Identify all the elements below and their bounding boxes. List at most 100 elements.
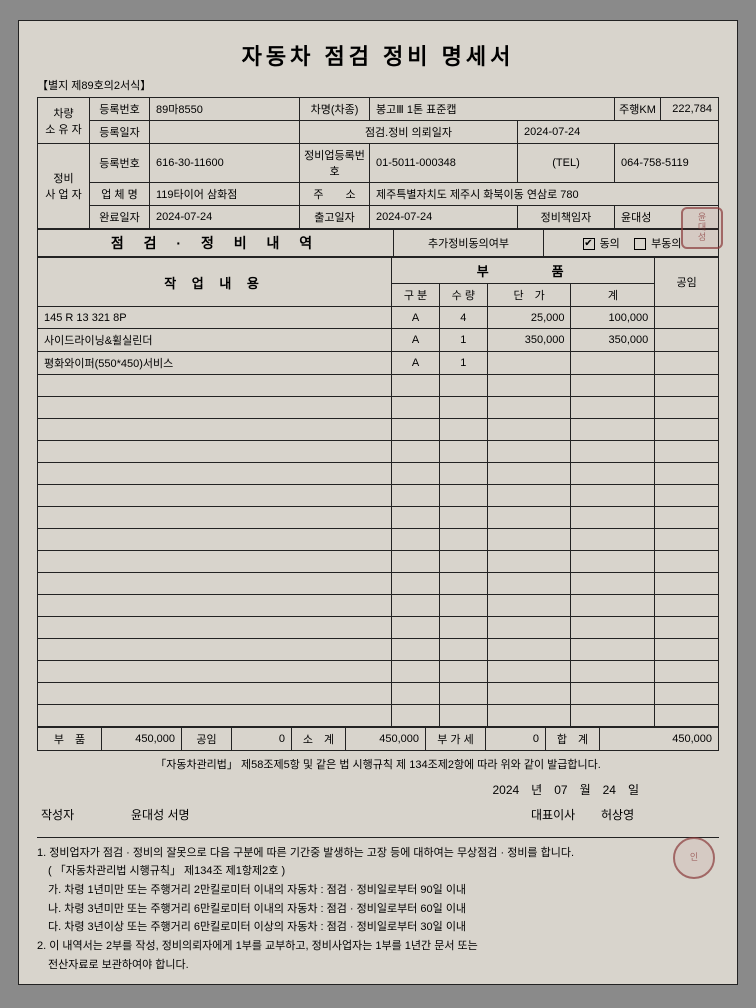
cell-labor (655, 329, 719, 352)
cell-labor (655, 573, 719, 595)
table-row (38, 551, 719, 573)
cell-sum (571, 573, 655, 595)
cell-qty (439, 683, 487, 705)
cell-div (392, 639, 440, 661)
cell-price (487, 683, 571, 705)
table-row (38, 419, 719, 441)
table-row (38, 529, 719, 551)
cell-price (487, 375, 571, 397)
grandtotal-label: 합 계 (546, 728, 600, 751)
cell-price (487, 397, 571, 419)
cell-sum: 100,000 (571, 307, 655, 329)
owner-regno-label: 등록번호 (90, 98, 150, 121)
cell-qty (439, 375, 487, 397)
mileage: 222,784 (661, 98, 719, 121)
cell-sum (571, 551, 655, 573)
cell-div (392, 573, 440, 595)
cell-labor (655, 705, 719, 727)
cell-labor (655, 397, 719, 419)
note-line: 1. 정비업자가 점검 · 정비의 잘못으로 다음 구분에 따른 기간중 발생하… (37, 844, 719, 863)
car-model: 봉고Ⅲ 1톤 표준캡 (370, 98, 615, 121)
req-date: 2024-07-24 (517, 121, 718, 144)
cell-qty: 4 (439, 307, 487, 329)
col-sum: 계 (571, 284, 655, 307)
totals-table: 부 품 450,000 공임 0 소 계 450,000 부 가 세 0 합 계… (37, 727, 719, 751)
table-row (38, 705, 719, 727)
cell-div (392, 661, 440, 683)
cell-labor (655, 307, 719, 329)
law-text: 「자동차관리법」 제58조제5항 및 같은 법 시행규칙 제 134조제2항에 … (37, 751, 719, 781)
cell-qty (439, 507, 487, 529)
cell-div (392, 507, 440, 529)
vat-label: 부 가 세 (426, 728, 486, 751)
cell-work (38, 507, 392, 529)
col-price: 단 가 (487, 284, 571, 307)
cell-qty (439, 639, 487, 661)
cell-work (38, 661, 392, 683)
cell-work: 평화와이퍼(550*450)서비스 (38, 352, 392, 375)
ceo-name: 허상영 (597, 798, 719, 831)
note-line: 전산자료로 보관하여야 합니다. (37, 956, 719, 975)
cell-price (487, 419, 571, 441)
cell-work: 사이드라이닝&휠실린더 (38, 329, 392, 352)
cell-price (487, 661, 571, 683)
cell-work (38, 639, 392, 661)
cell-price (487, 705, 571, 727)
addr-label: 주 소 (300, 183, 370, 206)
cell-div: A (392, 307, 440, 329)
cell-qty (439, 463, 487, 485)
cell-div: A (392, 329, 440, 352)
cell-sum (571, 661, 655, 683)
cell-qty (439, 595, 487, 617)
cell-qty: 1 (439, 352, 487, 375)
cell-sum (571, 375, 655, 397)
cell-qty (439, 529, 487, 551)
cell-qty: 1 (439, 329, 487, 352)
signature-row: 작성자 윤대성 서명 대표이사 허상영 (37, 798, 719, 831)
table-row (38, 683, 719, 705)
cell-price (487, 595, 571, 617)
cell-labor (655, 529, 719, 551)
shop-name-label: 업 체 명 (90, 183, 150, 206)
shop-regno-label: 등록번호 (90, 144, 150, 183)
owner-regdate-label: 등록일자 (90, 121, 150, 144)
cell-labor (655, 661, 719, 683)
tel: 064-758-5119 (615, 144, 719, 183)
cell-price (487, 573, 571, 595)
cell-sum (571, 419, 655, 441)
cell-price (487, 507, 571, 529)
mileage-label: 주행KM (615, 98, 661, 121)
cell-sum: 350,000 (571, 329, 655, 352)
total-parts: 450,000 (102, 728, 182, 751)
done-date-label: 완료일자 (90, 206, 150, 229)
table-row: 사이드라이닝&휠실린더A1350,000350,000 (38, 329, 719, 352)
cell-labor (655, 375, 719, 397)
owner-group-label: 차량 소 유 자 (38, 98, 90, 144)
note-line: 다. 차령 3년이상 또는 주행거리 6만킬로미터 이상의 자동차 : 점검 ·… (37, 918, 719, 937)
vat: 0 (486, 728, 546, 751)
cell-sum (571, 639, 655, 661)
cell-labor (655, 639, 719, 661)
cell-work (38, 463, 392, 485)
ceo-label: 대표이사 (527, 798, 597, 831)
agree-checkbox: ✔ (583, 238, 595, 250)
cell-work (38, 441, 392, 463)
cell-work: 145 R 13 321 8P (38, 307, 392, 329)
cell-work (38, 397, 392, 419)
cell-price (487, 617, 571, 639)
cell-labor (655, 617, 719, 639)
cell-qty (439, 661, 487, 683)
cell-work (38, 595, 392, 617)
cell-div (392, 463, 440, 485)
cell-sum (571, 441, 655, 463)
cell-price (487, 551, 571, 573)
disagree-checkbox (634, 238, 646, 250)
table-row (38, 463, 719, 485)
mgr-label: 정비책임자 (517, 206, 614, 229)
cell-div (392, 683, 440, 705)
cell-qty (439, 419, 487, 441)
note-line: 나. 차령 3년미만 또는 주행거리 6만킬로미터 이내의 자동차 : 점검 ·… (37, 900, 719, 919)
car-model-label: 차명(차종) (300, 98, 370, 121)
work-header: 작 업 내 용 (38, 258, 392, 307)
shop-regno: 616-30-11600 (150, 144, 300, 183)
